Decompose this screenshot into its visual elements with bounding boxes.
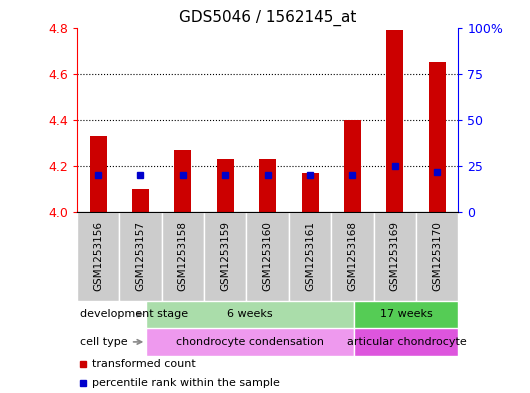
Bar (119, 212, 162, 301)
Text: GSM1253160: GSM1253160 (263, 222, 272, 291)
Text: chondrocyte condensation: chondrocyte condensation (176, 337, 324, 347)
Bar (289, 212, 331, 301)
Text: GSM1253168: GSM1253168 (348, 221, 357, 292)
Bar (344, 120, 361, 212)
Title: GDS5046 / 1562145_at: GDS5046 / 1562145_at (179, 10, 356, 26)
Bar (217, 159, 234, 212)
Text: GSM1253161: GSM1253161 (305, 221, 315, 292)
Bar (355, 301, 458, 328)
Text: cell type: cell type (81, 337, 142, 347)
Bar (90, 136, 107, 212)
Bar (162, 212, 204, 301)
Bar (146, 328, 355, 356)
Bar (259, 159, 276, 212)
Text: GSM1253158: GSM1253158 (178, 221, 188, 292)
Text: GSM1253156: GSM1253156 (93, 221, 103, 292)
Bar (355, 328, 458, 356)
Bar (204, 212, 246, 301)
Text: GSM1253170: GSM1253170 (432, 222, 442, 291)
Bar (246, 212, 289, 301)
Text: GSM1253157: GSM1253157 (136, 221, 145, 292)
Bar (77, 212, 119, 301)
Bar (386, 30, 403, 212)
Text: 17 weeks: 17 weeks (380, 309, 433, 320)
Text: transformed count: transformed count (92, 359, 196, 369)
Text: development stage: development stage (81, 309, 189, 320)
Text: 6 weeks: 6 weeks (227, 309, 273, 320)
Bar (416, 212, 458, 301)
Text: GSM1253159: GSM1253159 (220, 221, 230, 292)
Bar (132, 189, 149, 212)
Text: percentile rank within the sample: percentile rank within the sample (92, 378, 280, 388)
Bar (174, 150, 191, 212)
Bar (331, 212, 374, 301)
Bar (302, 173, 319, 212)
Text: GSM1253169: GSM1253169 (390, 221, 400, 292)
Bar (146, 301, 355, 328)
Bar (374, 212, 416, 301)
Text: articular chondrocyte: articular chondrocyte (347, 337, 466, 347)
Bar (429, 62, 446, 212)
